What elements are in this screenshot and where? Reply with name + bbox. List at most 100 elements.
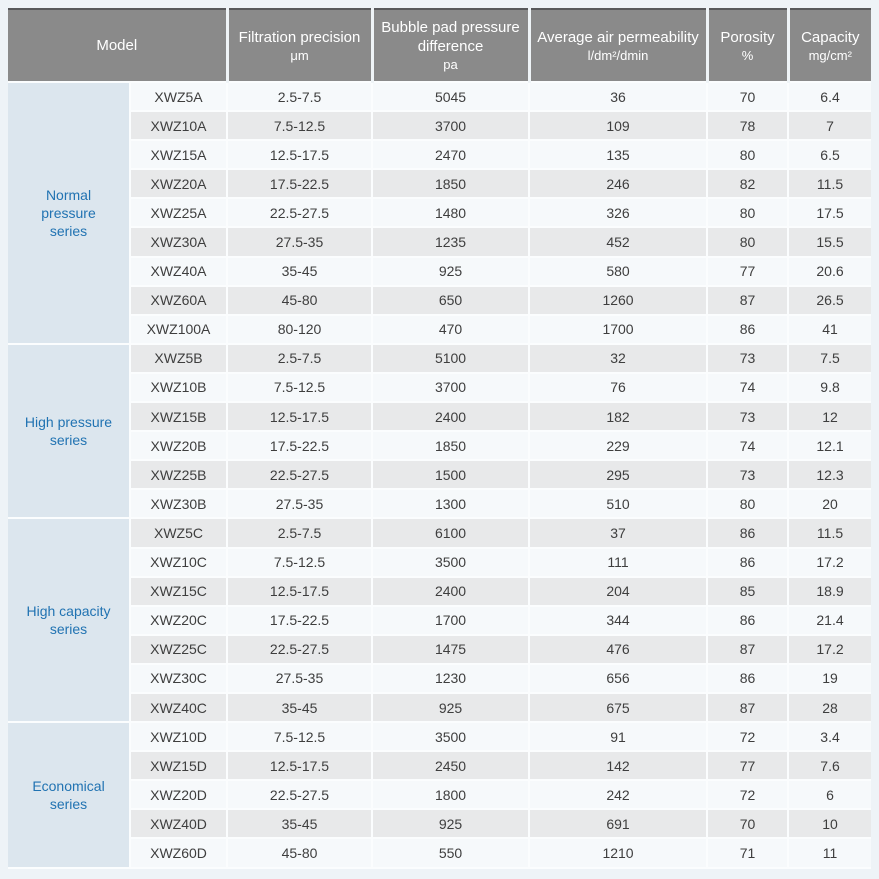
group-label-cell: Normal pressure series [8, 82, 131, 345]
model-cell: XWZ15A [130, 140, 229, 171]
model-cell: XWZ15D [130, 751, 229, 782]
pressure-difference-cell: 925 [372, 692, 531, 724]
model-cell: XWZ5B [130, 343, 229, 374]
filtration-precision-cell: 22.5-27.5 [227, 460, 374, 491]
porosity-cell: 73 [707, 460, 790, 491]
model-cell: XWZ40C [130, 692, 229, 724]
model-cell: XWZ60D [130, 838, 229, 869]
table-row: XWZ15D 12.5-17.5 2450 142 77 7.6 [8, 751, 872, 782]
col-header-pressure-difference: Bubble pad pressure difference pa [370, 9, 530, 83]
pressure-difference-cell: 2470 [372, 140, 531, 171]
model-cell: XWZ5C [130, 518, 229, 549]
capacity-cell: 6 [788, 780, 872, 811]
table-row: XWZ60D 45-80 550 1210 71 11 [8, 838, 872, 869]
air-permeability-cell: 246 [529, 169, 709, 200]
porosity-cell: 80 [707, 227, 790, 258]
air-permeability-cell: 691 [529, 809, 709, 840]
model-cell: XWZ20B [130, 431, 229, 462]
capacity-cell: 17.2 [788, 547, 872, 578]
air-permeability-cell: 37 [529, 518, 709, 549]
col-header-air-permeability: Average air permeability l/dm²/dmin [527, 9, 708, 83]
capacity-cell: 20 [788, 489, 872, 520]
air-permeability-cell: 182 [529, 402, 709, 433]
model-cell: XWZ40A [130, 256, 229, 287]
pressure-difference-cell: 1475 [372, 634, 531, 665]
model-cell: XWZ25A [130, 198, 229, 229]
capacity-cell: 11.5 [788, 518, 872, 549]
col-header-pressure-difference-unit: pa [443, 57, 458, 72]
air-permeability-cell: 91 [529, 722, 709, 753]
porosity-cell: 71 [707, 838, 790, 869]
table-row: Economical series XWZ10D 7.5-12.5 3500 91 72 3… [8, 722, 872, 869]
model-cell: XWZ60A [130, 285, 229, 316]
filtration-precision-cell: 45-80 [227, 838, 374, 869]
table-row: XWZ30A 27.5-35 1235 452 80 15.5 [8, 227, 872, 258]
pressure-difference-cell: 5045 [372, 82, 531, 113]
pressure-difference-cell: 2450 [372, 751, 531, 782]
filtration-precision-cell: 2.5-7.5 [227, 518, 374, 549]
capacity-cell: 11 [788, 838, 872, 869]
air-permeability-cell: 242 [529, 780, 709, 811]
pressure-difference-cell: 3500 [372, 722, 531, 753]
col-header-porosity: Porosity % [705, 9, 789, 83]
air-permeability-cell: 295 [529, 460, 709, 491]
table-row: XWZ15C 12.5-17.5 2400 204 85 18.9 [8, 576, 872, 607]
air-permeability-cell: 204 [529, 576, 709, 607]
col-header-capacity-label: Capacity [801, 28, 860, 46]
pressure-difference-cell: 3700 [372, 372, 531, 404]
capacity-cell: 15.5 [788, 227, 872, 258]
capacity-cell: 12 [788, 402, 872, 433]
air-permeability-cell: 326 [529, 198, 709, 229]
pressure-difference-cell: 1500 [372, 460, 531, 491]
filtration-precision-cell: 12.5-17.5 [227, 751, 374, 782]
capacity-cell: 7 [788, 111, 872, 142]
filtration-precision-cell: 22.5-27.5 [227, 634, 374, 665]
model-cell: XWZ15C [130, 576, 229, 607]
air-permeability-cell: 580 [529, 256, 709, 287]
table-row: XWZ10A 7.5-12.5 3700 109 78 7 [8, 111, 872, 142]
filtration-precision-cell: 27.5-35 [227, 227, 374, 258]
pressure-difference-cell: 1480 [372, 198, 531, 229]
filtration-precision-cell: 2.5-7.5 [227, 343, 374, 374]
air-permeability-cell: 675 [529, 692, 709, 724]
filtration-precision-cell: 12.5-17.5 [227, 140, 374, 171]
filtration-precision-cell: 35-45 [227, 809, 374, 840]
table-row: Normal pressure series XWZ5A 2.5-7.5 5045 36… [8, 82, 872, 345]
col-header-pressure-difference-label: Bubble pad pressure difference [381, 19, 520, 55]
table-row: XWZ100A 80-120 470 1700 86 41 [8, 314, 872, 345]
porosity-cell: 73 [707, 343, 790, 374]
table-row: XWZ25B 22.5-27.5 1500 295 73 12.3 [8, 460, 872, 491]
pressure-difference-cell: 1850 [372, 169, 531, 200]
capacity-cell: 3.4 [788, 722, 872, 753]
filtration-precision-cell: 45-80 [227, 285, 374, 316]
pressure-difference-cell: 1850 [372, 431, 531, 462]
porosity-cell: 78 [707, 111, 790, 142]
group-label-cell: Economical series [8, 722, 131, 869]
filtration-precision-cell: 35-45 [227, 692, 374, 724]
table-header: Model Filtration precision μm Bubble pad… [8, 9, 872, 83]
porosity-cell: 80 [707, 140, 790, 171]
capacity-cell: 6.4 [788, 82, 872, 113]
model-cell: XWZ20A [130, 169, 229, 200]
model-cell: XWZ15B [130, 402, 229, 433]
pressure-difference-cell: 1300 [372, 489, 531, 520]
col-header-porosity-unit: % [741, 47, 754, 63]
model-cell: XWZ10D [130, 722, 229, 753]
porosity-cell: 73 [707, 402, 790, 433]
porosity-cell: 86 [707, 547, 790, 578]
pressure-difference-cell: 550 [372, 838, 531, 869]
porosity-cell: 77 [707, 256, 790, 287]
capacity-cell: 41 [788, 314, 872, 345]
porosity-cell: 74 [707, 372, 790, 404]
air-permeability-cell: 1210 [529, 838, 709, 869]
capacity-cell: 12.1 [788, 431, 872, 462]
pressure-difference-cell: 470 [372, 314, 531, 345]
porosity-cell: 80 [707, 198, 790, 229]
table-row: XWZ15B 12.5-17.5 2400 182 73 12 [8, 402, 872, 433]
porosity-cell: 82 [707, 169, 790, 200]
porosity-cell: 86 [707, 518, 790, 549]
porosity-cell: 86 [707, 314, 790, 345]
col-header-capacity: Capacity mg/cm² [786, 9, 872, 83]
filtration-precision-cell: 12.5-17.5 [227, 576, 374, 607]
table-row: XWZ20B 17.5-22.5 1850 229 74 12.1 [8, 431, 872, 462]
